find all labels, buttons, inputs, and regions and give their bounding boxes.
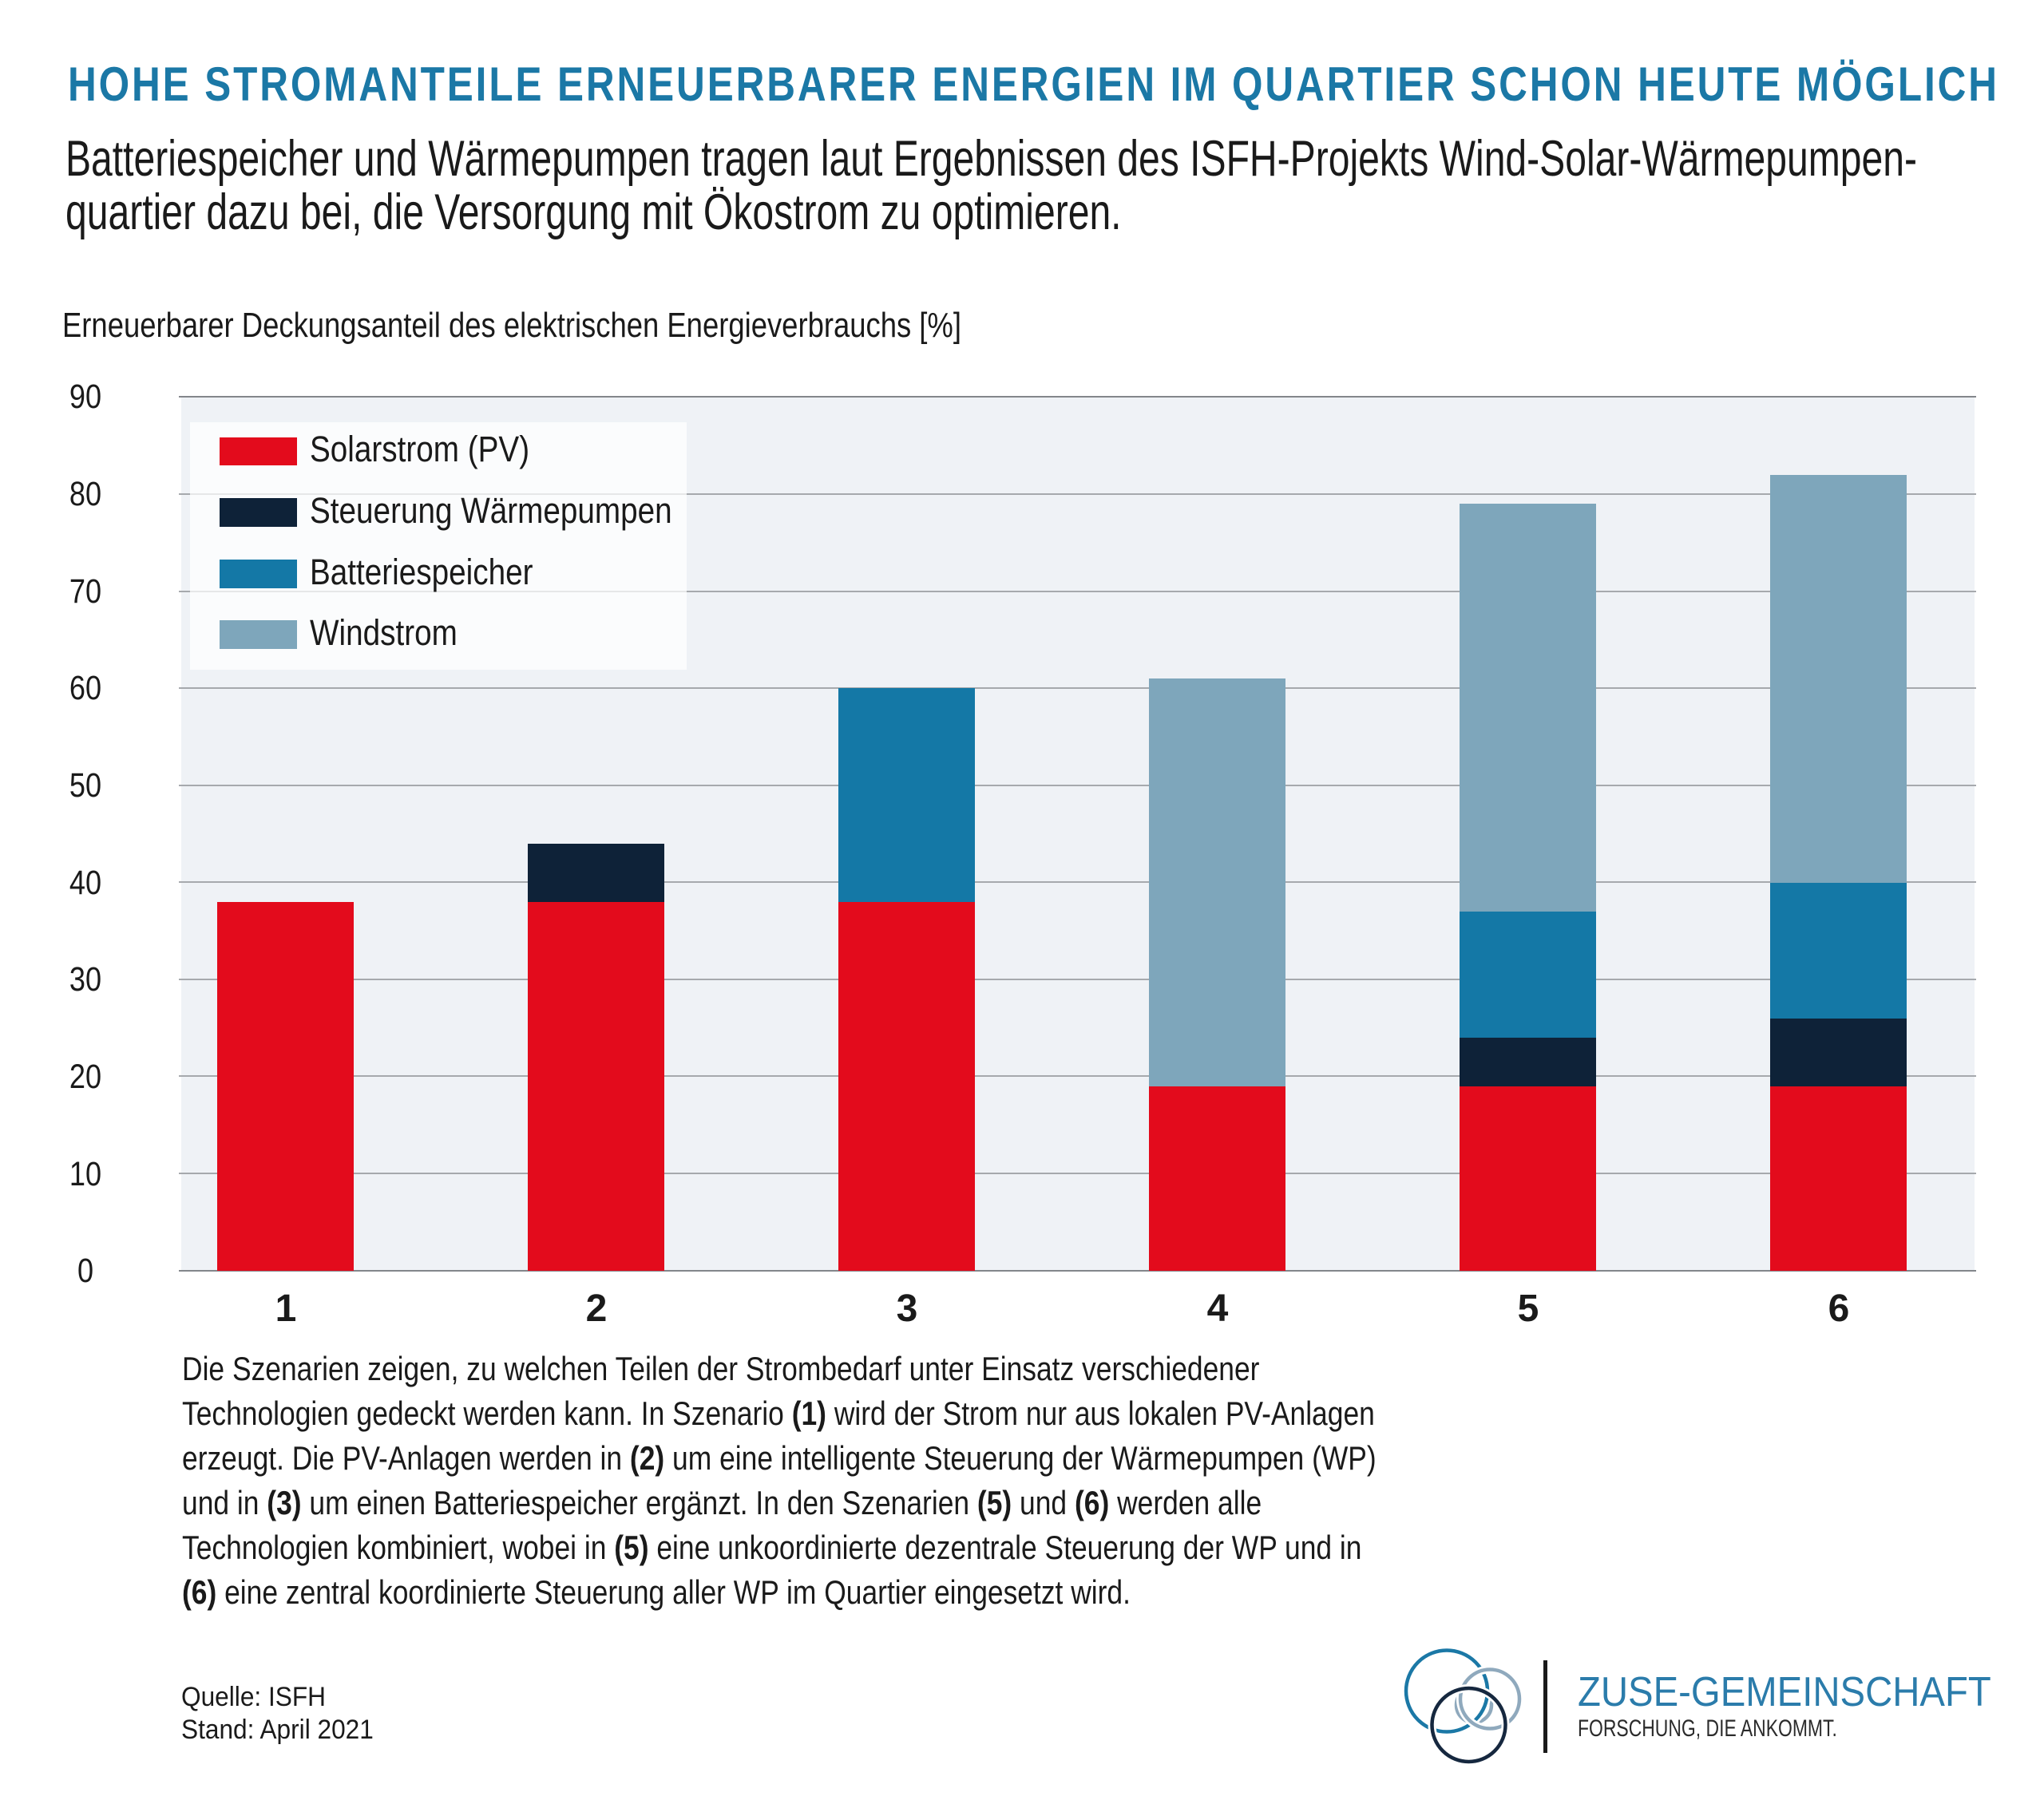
svg-text:ZUSE-GEMEINSCHAFT: ZUSE-GEMEINSCHAFT [1578, 1668, 1991, 1715]
svg-text:FORSCHUNG, DIE ANKOMMT.: FORSCHUNG, DIE ANKOMMT. [1578, 1715, 1837, 1742]
